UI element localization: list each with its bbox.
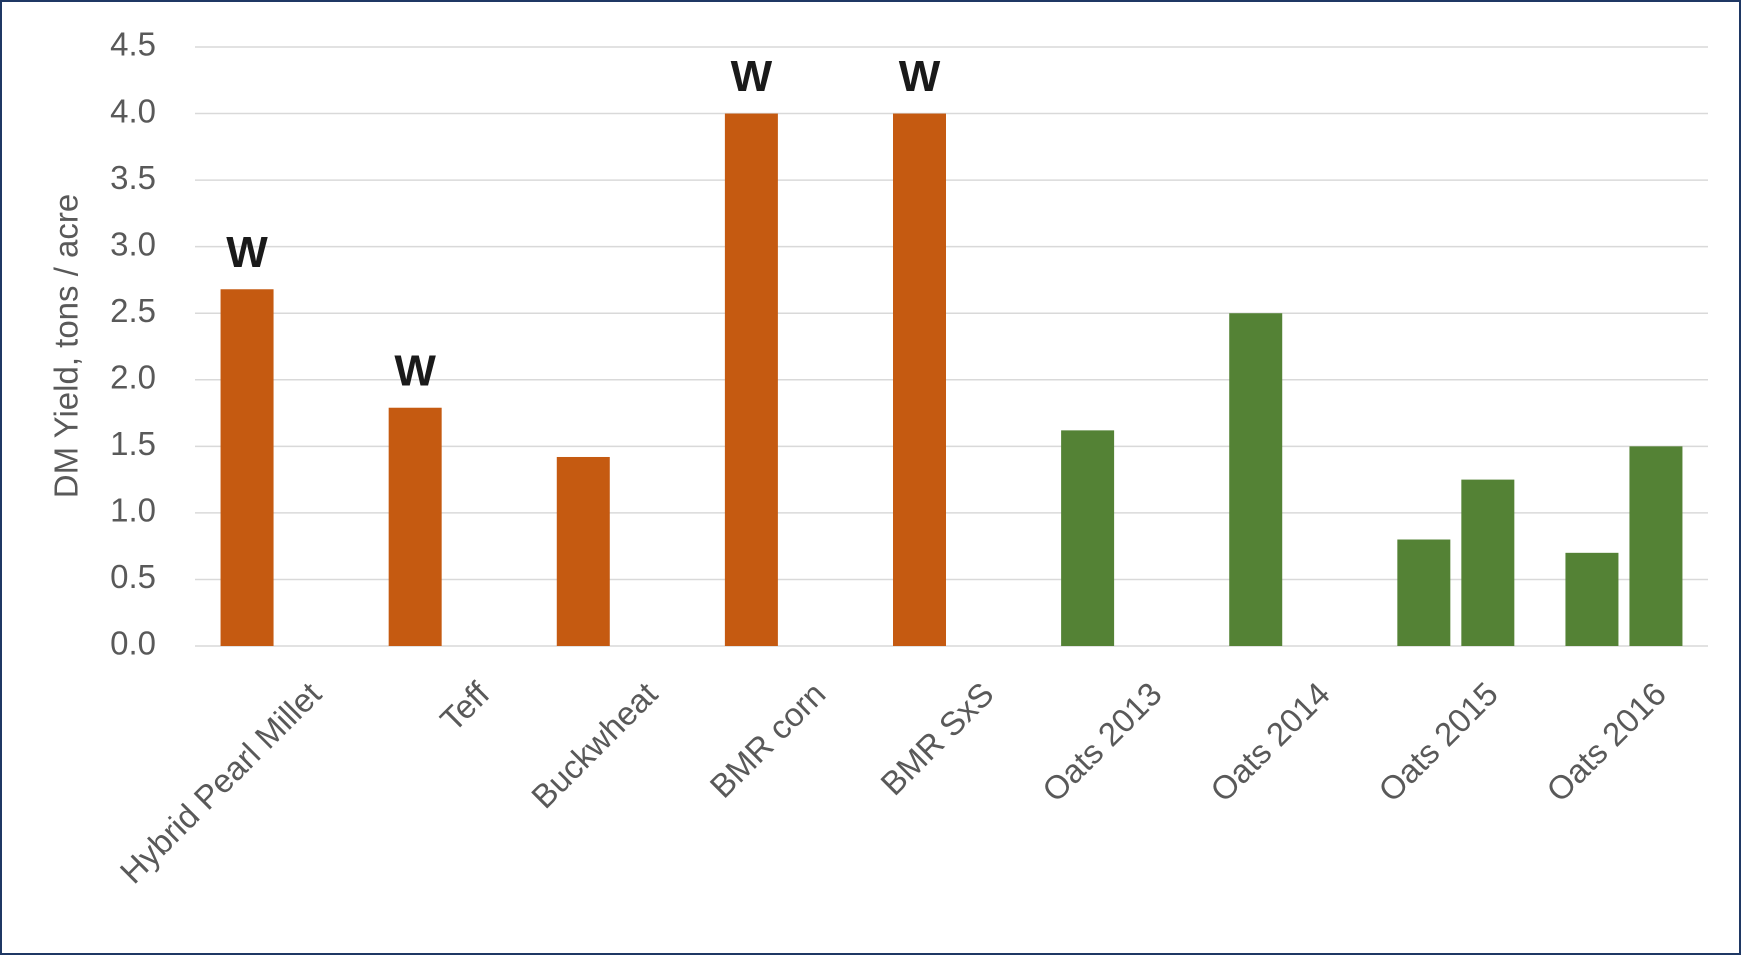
bar-annotation: W — [226, 228, 268, 277]
bar — [1565, 552, 1619, 646]
y-axis-label: DM Yield, tons / acre — [48, 194, 85, 498]
bar — [388, 407, 442, 646]
bar-annotation: W — [899, 52, 941, 101]
y-tick-label: 0.5 — [110, 558, 156, 595]
bar — [893, 113, 946, 647]
bar-annotation: W — [394, 346, 436, 395]
bar — [1229, 313, 1283, 646]
y-tick-label: 0.0 — [110, 625, 156, 662]
y-tick-label: 3.5 — [110, 159, 156, 196]
y-tick-label: 4.5 — [110, 26, 156, 63]
y-tick-label: 3.0 — [110, 225, 156, 262]
bar — [724, 113, 778, 647]
bar — [556, 456, 610, 646]
y-tick-label: 1.0 — [110, 492, 156, 529]
y-tick-label: 4.0 — [110, 92, 156, 129]
bar — [1397, 539, 1451, 646]
bar — [1629, 446, 1683, 646]
y-tick-label: 2.5 — [110, 292, 156, 329]
bar — [220, 289, 274, 646]
bar-annotation: W — [731, 52, 773, 101]
y-tick-label: 1.5 — [110, 425, 156, 462]
bar — [1461, 479, 1515, 646]
bar — [1061, 430, 1115, 646]
y-tick-label: 2.0 — [110, 358, 156, 395]
